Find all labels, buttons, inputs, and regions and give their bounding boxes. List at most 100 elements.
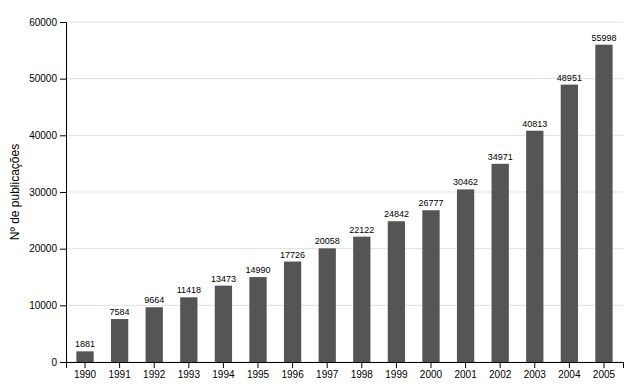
y-tick-mark xyxy=(60,192,66,193)
x-tick-label: 1998 xyxy=(351,369,374,380)
x-tick-label: 2002 xyxy=(489,369,512,380)
x-tick-mark xyxy=(361,362,362,368)
x-tick-label: 1990 xyxy=(74,369,97,380)
x-tick: 1993 xyxy=(178,362,201,380)
y-axis-line xyxy=(60,23,67,363)
bar xyxy=(595,45,612,362)
x-tick-mark xyxy=(85,362,86,368)
x-tick-mark xyxy=(430,362,431,368)
x-tick-mark xyxy=(154,362,155,368)
x-tick-label: 2005 xyxy=(593,369,616,380)
y-tick: 20000 xyxy=(29,243,66,254)
x-tick: 2002 xyxy=(489,362,512,380)
data-label: 26777 xyxy=(418,198,443,208)
x-tick-label: 2004 xyxy=(558,369,581,380)
x-tick: 1991 xyxy=(108,362,131,380)
x-tick-label: 1994 xyxy=(212,369,235,380)
x-tick-label: 1995 xyxy=(247,369,270,380)
bar xyxy=(76,351,93,362)
plot: 1881758496641141813473149901772620058221… xyxy=(29,17,623,380)
y-tick-label: 20000 xyxy=(29,243,57,254)
data-label: 24842 xyxy=(384,209,409,219)
x-tick-mark xyxy=(188,362,189,368)
data-labels: 1881758496641141813473149901772620058221… xyxy=(75,33,616,350)
data-label: 40813 xyxy=(522,119,547,129)
x-tick-label: 1992 xyxy=(143,369,166,380)
y-tick-mark xyxy=(60,362,66,363)
y-tick: 30000 xyxy=(29,187,66,198)
bar xyxy=(422,210,439,362)
x-tick-mark xyxy=(500,362,501,368)
x-tick: 1990 xyxy=(74,362,97,380)
bar xyxy=(146,307,163,362)
data-label: 1881 xyxy=(75,339,95,349)
x-tick-mark xyxy=(327,362,328,368)
y-tick-mark xyxy=(60,305,66,306)
y-tick-label: 10000 xyxy=(29,300,57,311)
x-tick-mark xyxy=(569,362,570,368)
y-axis-title: Nº de publicações xyxy=(8,144,22,240)
bar xyxy=(526,131,543,362)
data-label: 20058 xyxy=(315,236,340,246)
x-tick-label: 2003 xyxy=(524,369,547,380)
grid-line xyxy=(66,78,623,79)
grid xyxy=(66,22,623,362)
x-tick: 1995 xyxy=(247,362,270,380)
bar xyxy=(249,277,266,362)
x-tick: 1994 xyxy=(212,362,235,380)
y-axis: 0 10000 20000 30000 40000 50000 60000 xyxy=(29,17,66,368)
x-tick-mark xyxy=(534,362,535,368)
y-tick-label: 40000 xyxy=(29,130,57,141)
data-label: 7584 xyxy=(110,307,130,317)
x-tick-label: 1996 xyxy=(281,369,304,380)
bar xyxy=(111,319,128,362)
x-tick: 2005 xyxy=(593,362,616,380)
y-tick-label: 50000 xyxy=(29,73,57,84)
bar xyxy=(388,221,405,362)
x-tick-mark xyxy=(465,362,466,368)
data-label: 34971 xyxy=(488,152,513,162)
x-tick: 1999 xyxy=(385,362,408,380)
chart: 1881758496641141813473149901772620058221… xyxy=(0,0,639,392)
y-tick: 10000 xyxy=(29,300,66,311)
y-tick-mark xyxy=(60,135,66,136)
x-tick-mark xyxy=(603,362,604,368)
bar xyxy=(215,286,232,362)
x-tick-label: 1997 xyxy=(316,369,339,380)
x-axis-line xyxy=(67,363,624,369)
data-label: 14990 xyxy=(245,265,270,275)
x-tick-label: 2000 xyxy=(420,369,443,380)
data-label: 11418 xyxy=(177,285,201,295)
bar xyxy=(353,237,370,362)
x-tick-mark xyxy=(292,362,293,368)
y-tick-mark xyxy=(60,249,66,250)
data-label: 9664 xyxy=(144,295,164,305)
x-tick-label: 1999 xyxy=(385,369,408,380)
x-tick: 1997 xyxy=(316,362,339,380)
y-tick-mark xyxy=(60,79,66,80)
y-tick: 40000 xyxy=(29,130,66,141)
y-tick-label: 0 xyxy=(51,357,57,368)
x-tick: 1998 xyxy=(351,362,374,380)
x-tick-label: 1993 xyxy=(178,369,201,380)
data-label: 30462 xyxy=(453,177,478,187)
bar xyxy=(180,297,197,362)
data-label: 13473 xyxy=(211,274,236,284)
x-tick-label: 1991 xyxy=(108,369,131,380)
grid-line xyxy=(66,22,623,23)
data-label: 55998 xyxy=(591,33,616,43)
data-label: 22122 xyxy=(349,225,374,235)
x-tick-label: 2001 xyxy=(454,369,477,380)
bar xyxy=(284,262,301,362)
x-tick-mark xyxy=(396,362,397,368)
x-tick: 2001 xyxy=(454,362,477,380)
x-tick-mark xyxy=(119,362,120,368)
x-tick-mark xyxy=(223,362,224,368)
x-tick: 2004 xyxy=(558,362,581,380)
x-axis: 1990 1991 1992 1993 1994 1995 1996 1997 1998 1999… xyxy=(67,362,624,380)
bar xyxy=(457,189,474,362)
bar xyxy=(492,164,509,362)
y-tick: 60000 xyxy=(29,17,66,28)
x-tick-mark xyxy=(258,362,259,368)
y-tick-label: 60000 xyxy=(29,17,57,28)
